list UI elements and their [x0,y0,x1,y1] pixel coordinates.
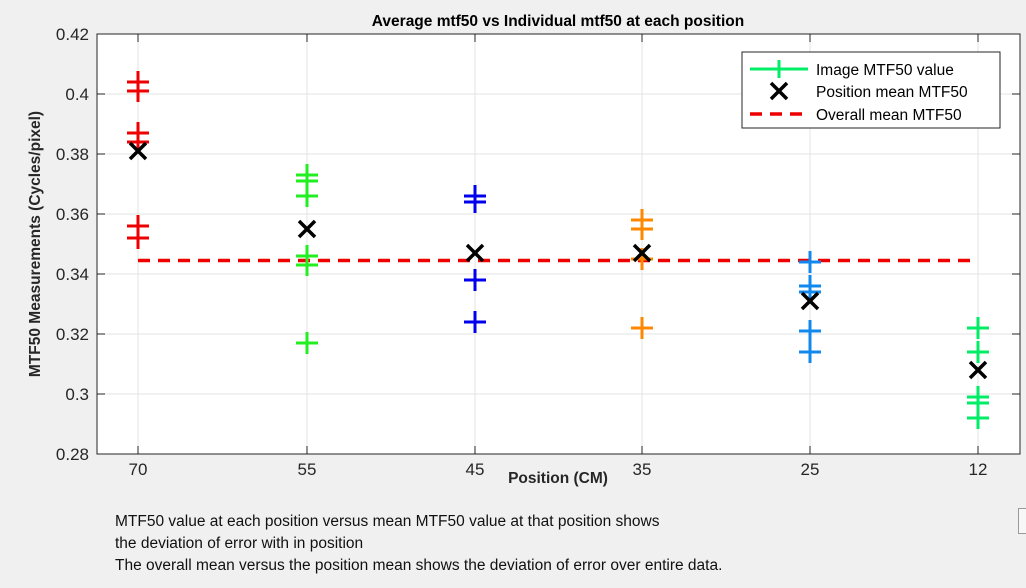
image-mtf50-point [296,254,318,276]
image-mtf50-point [464,269,486,291]
y-tick-label: 0.36 [56,205,89,224]
position-mean-point [465,243,485,263]
x-tick-label: 35 [633,460,652,479]
caption-line-2: the deviation of error with in position [115,535,364,552]
image-mtf50-point [464,311,486,333]
image-mtf50-point [967,341,989,363]
image-mtf50-point [296,332,318,354]
legend-label-overall-mean: Overall mean MTF50 [816,107,962,124]
x-axis: 70 55 45 35 25 12 [129,34,988,479]
image-mtf50-point [799,251,821,273]
legend-item-image-mtf50: Image MTF50 value [750,60,954,79]
image-mtf50-point [799,341,821,363]
caption-line-3: The overall mean versus the position mea… [115,557,723,574]
y-tick-label: 0.34 [56,265,89,284]
y-tick-label: 0.38 [56,145,89,164]
image-mtf50-point [967,317,989,339]
scroll-handle[interactable] [1018,508,1026,534]
image-mtf50-point [799,320,821,342]
caption-line-1: MTF50 value at each position versus mean… [115,513,660,530]
position-mean-point [632,243,652,263]
position-mean-point [128,141,148,161]
y-tick-label: 0.42 [56,25,89,44]
legend-x-marker [769,81,789,101]
chart: 0.28 0.3 0.32 0.34 0.36 0.38 0.4 0.42 70 55 45 35 2… [27,13,1021,487]
image-mtf50-point [631,218,653,240]
x-axis-label: Position (CM) [508,470,608,487]
image-mtf50-point [464,191,486,213]
legend-label-image-mtf50: Image MTF50 value [816,62,954,79]
y-axis: 0.28 0.3 0.32 0.34 0.36 0.38 0.4 0.42 [56,25,1020,464]
data-marks [127,71,989,429]
chart-title: Average mtf50 vs Individual mtf50 at eac… [372,13,744,30]
image-mtf50-point [967,407,989,429]
image-mtf50-point [127,80,149,102]
y-axis-label: MTF50 Measurements (Cycles/pixel) [27,111,44,377]
legend: Image MTF50 value Position mean MTF50 Ov… [741,51,1001,129]
image-mtf50-point [127,227,149,249]
position-mean-point [968,360,988,380]
plot-frame [96,33,1021,455]
x-tick-label: 55 [298,460,317,479]
legend-box [741,51,1001,129]
x-tick-label: 12 [969,460,988,479]
legend-item-overall-mean: Overall mean MTF50 [750,107,962,124]
legend-label-position-mean: Position mean MTF50 [816,84,968,101]
position-mean-point [297,219,317,239]
image-mtf50-point [296,185,318,207]
x-tick-label: 70 [129,460,148,479]
y-tick-label: 0.4 [65,85,89,104]
position-mean-point [800,291,820,311]
y-tick-label: 0.3 [65,385,89,404]
figure-caption: MTF50 value at each position versus mean… [115,511,722,577]
y-tick-label: 0.32 [56,325,89,344]
image-mtf50-point [631,317,653,339]
x-tick-label: 45 [466,460,485,479]
legend-item-position-mean: Position mean MTF50 [769,81,968,101]
y-tick-label: 0.28 [56,445,89,464]
x-tick-label: 25 [801,460,820,479]
